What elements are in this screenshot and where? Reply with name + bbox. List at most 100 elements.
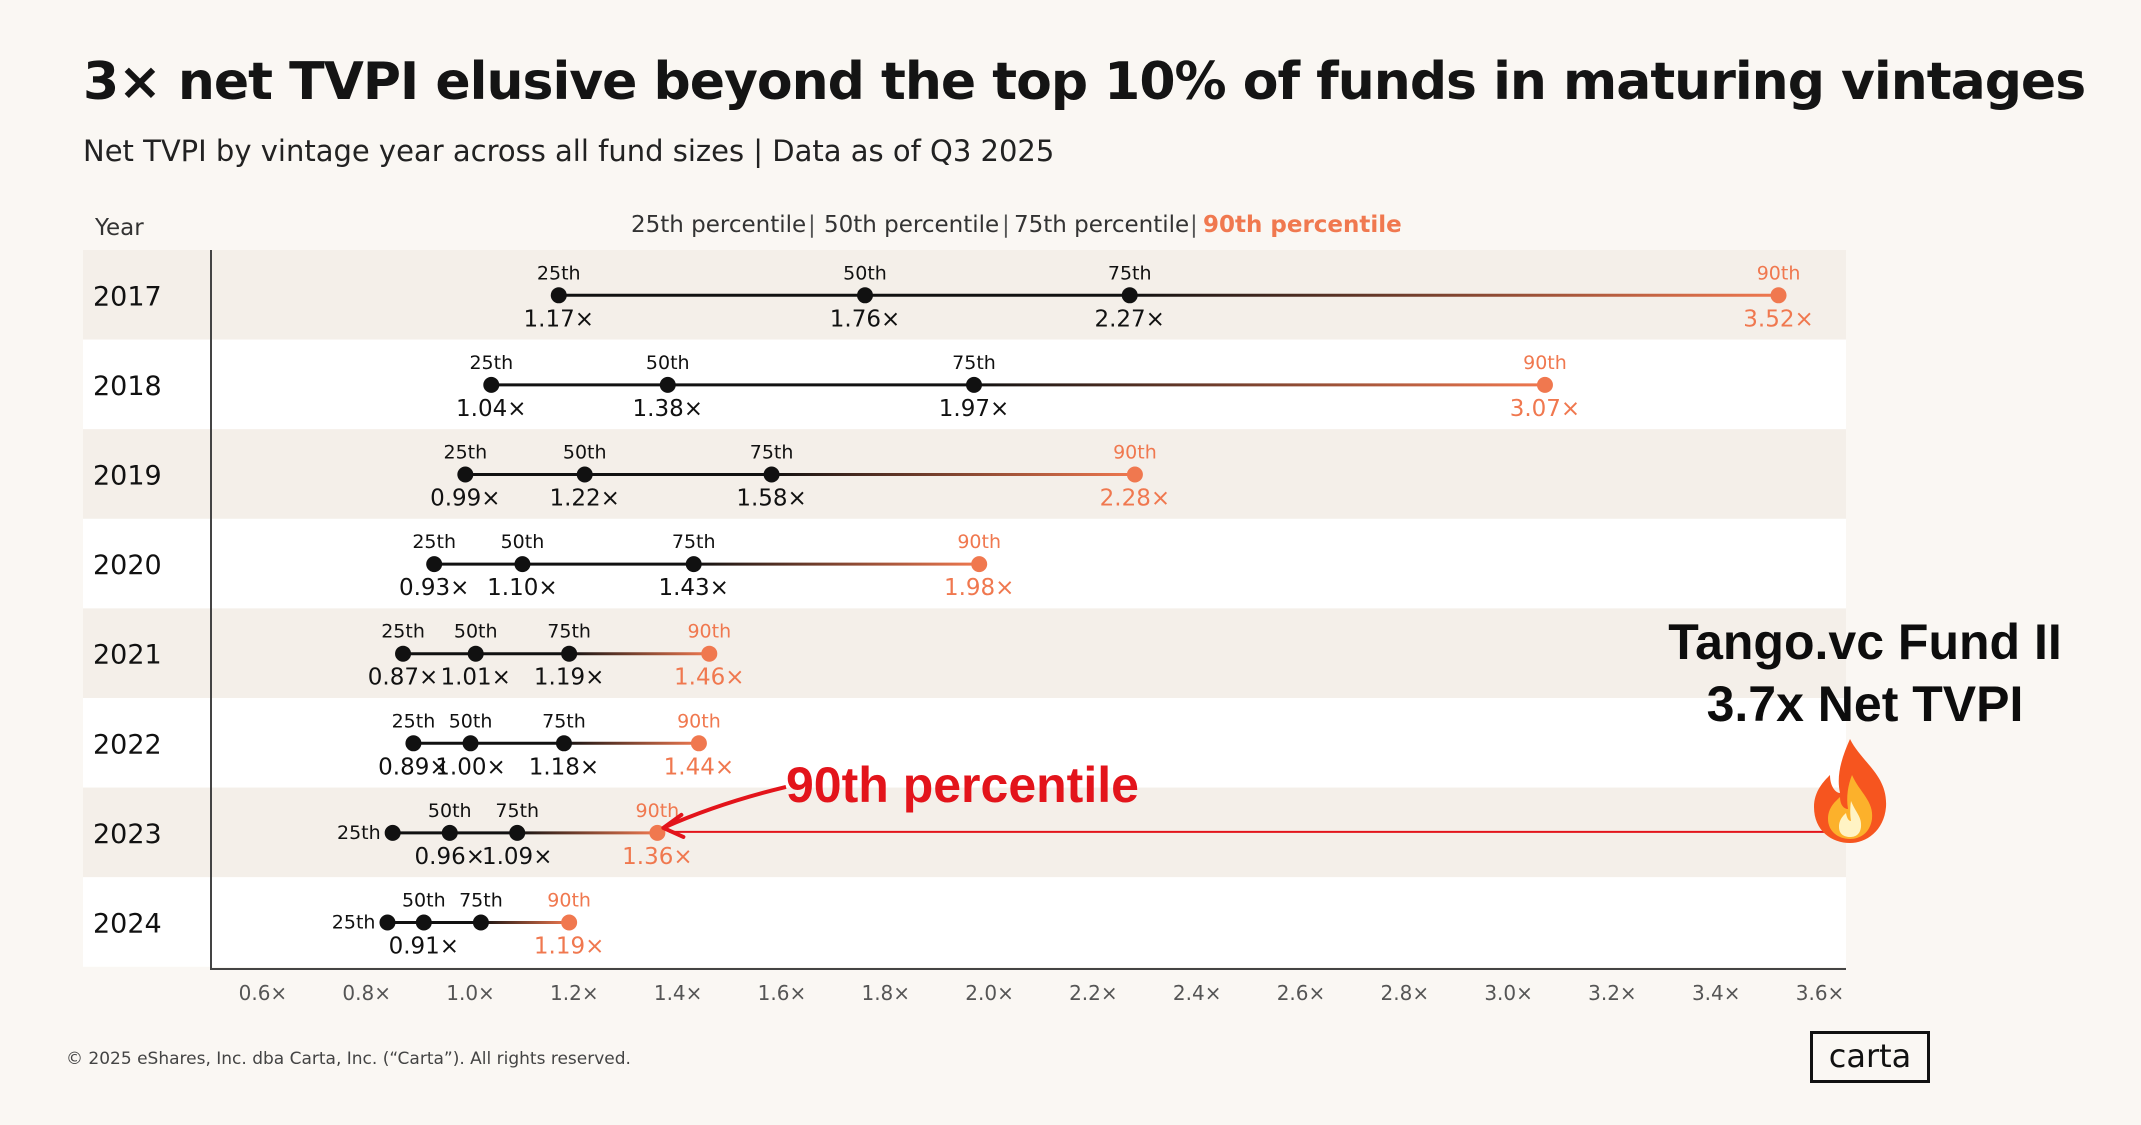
percentile-tag: 25th — [412, 531, 456, 553]
percentile-tag: 75th — [459, 890, 503, 912]
percentile-tag: 75th — [547, 621, 591, 643]
percentile-tag: 25th — [392, 710, 436, 732]
percentile-tag: 25th — [337, 822, 381, 844]
x-tick-label: 1.0× — [446, 981, 495, 1005]
value-label: 1.43× — [658, 575, 728, 601]
percentile-tag: 50th — [454, 621, 498, 643]
callout-arrow-head — [661, 812, 686, 839]
x-tick-label: 1.8× — [861, 981, 910, 1005]
p90-dot — [1126, 466, 1143, 483]
value-label: 1.17× — [524, 306, 594, 332]
value-label: 1.18× — [529, 754, 599, 780]
chart-subtitle: Net TVPI by vintage year across all fund… — [83, 134, 1055, 168]
year-label: 2021 — [93, 640, 162, 671]
x-tick-label: 3.4× — [1692, 981, 1741, 1005]
value-label: 1.97× — [939, 396, 1009, 422]
value-label: 0.89× — [378, 754, 448, 780]
p75-dot — [685, 556, 702, 573]
percentile-tag: 90th — [677, 710, 721, 732]
percentile-tag: 90th — [1757, 262, 1801, 284]
fire-icon — [1814, 739, 1887, 843]
percentile-tag: 90th — [687, 621, 731, 643]
p50-dot — [857, 287, 873, 304]
year-label: 2024 — [93, 909, 162, 940]
value-label: 1.10× — [487, 575, 557, 601]
x-tick-label: 1.2× — [550, 981, 599, 1005]
value-label: 1.19× — [534, 934, 604, 960]
p25-dot — [426, 556, 443, 573]
value-label: 1.04× — [456, 396, 526, 422]
value-label: 3.07× — [1510, 396, 1580, 422]
x-tick-label: 2.2× — [1069, 981, 1118, 1005]
percentile-tag: 50th — [843, 262, 887, 284]
p25-dot — [405, 735, 422, 752]
legend-sep: | — [808, 212, 816, 238]
p25-dot — [483, 376, 500, 393]
p75-dot — [509, 824, 526, 841]
x-tick-label: 3.6× — [1796, 981, 1845, 1005]
p25-dot — [395, 645, 412, 662]
year-label: 2020 — [93, 550, 162, 581]
year-label: 2018 — [93, 371, 162, 402]
x-tick-label: 2.8× — [1381, 981, 1430, 1005]
percentile-tag: 50th — [563, 442, 607, 464]
p25-dot — [379, 914, 396, 931]
year-label: 2023 — [93, 819, 162, 850]
callout-arrow-shaft — [664, 784, 787, 829]
year-label: 2017 — [93, 281, 162, 312]
percentile-tag: 50th — [402, 890, 446, 912]
value-label: 1.44× — [664, 754, 734, 780]
legend-p90: 90th percentile — [1203, 212, 1402, 238]
value-label: 0.87× — [368, 665, 438, 691]
value-label: 1.58× — [736, 486, 806, 512]
value-label: 3.52× — [1743, 306, 1813, 332]
percentile-tag: 75th — [750, 442, 794, 464]
p50-dot — [576, 466, 593, 483]
p25-dot — [457, 466, 474, 483]
value-label: 1.01× — [440, 665, 510, 691]
percentile-tag: 50th — [501, 531, 545, 553]
p75-dot — [966, 376, 982, 393]
value-label: 1.00× — [435, 754, 505, 780]
chart-title: 3× net TVPI elusive beyond the top 10% o… — [83, 52, 2086, 112]
percentile-tag: 75th — [672, 531, 716, 553]
p75-dot — [555, 735, 572, 752]
percentile-tag: 25th — [381, 621, 425, 643]
percentile-tag: 90th — [1113, 442, 1157, 464]
value-label: 1.19× — [534, 665, 604, 691]
p90-dot — [561, 914, 578, 931]
p75-dot — [763, 466, 780, 483]
value-label: 1.38× — [633, 396, 703, 422]
value-label: 0.93× — [399, 575, 469, 601]
p75-dot — [472, 914, 489, 931]
p50-dot — [467, 645, 484, 662]
percentile-tag: 50th — [646, 352, 690, 374]
p75-dot — [1121, 287, 1138, 304]
percentile-tag: 90th — [957, 531, 1001, 553]
p50-dot — [659, 376, 676, 393]
p90-dot — [1770, 287, 1787, 304]
row-band — [83, 877, 1846, 967]
y-axis-label: Year — [94, 215, 144, 241]
legend-sep: | — [1002, 212, 1010, 238]
legend-p75: 75th percentile — [1014, 212, 1190, 238]
row-band — [83, 608, 1846, 698]
x-tick-label: 1.4× — [654, 981, 703, 1005]
x-tick-label: 1.6× — [758, 981, 807, 1005]
percentile-tag: 90th — [547, 890, 591, 912]
x-tick-label: 0.8× — [342, 981, 391, 1005]
percentile-tag: 75th — [542, 710, 586, 732]
p90-dot — [701, 645, 718, 662]
p90-dot — [649, 824, 666, 841]
value-label: 0.99× — [430, 486, 500, 512]
value-label: 0.91× — [389, 934, 459, 960]
value-label: 2.28× — [1100, 486, 1170, 512]
value-label: 1.98× — [944, 575, 1014, 601]
value-label: 2.27× — [1094, 306, 1164, 332]
legend-sep: | — [1190, 212, 1198, 238]
value-label: 0.96× — [415, 844, 485, 870]
percentile-tag: 75th — [952, 352, 996, 374]
row-band — [83, 698, 1846, 788]
value-label: 1.36× — [622, 844, 692, 870]
